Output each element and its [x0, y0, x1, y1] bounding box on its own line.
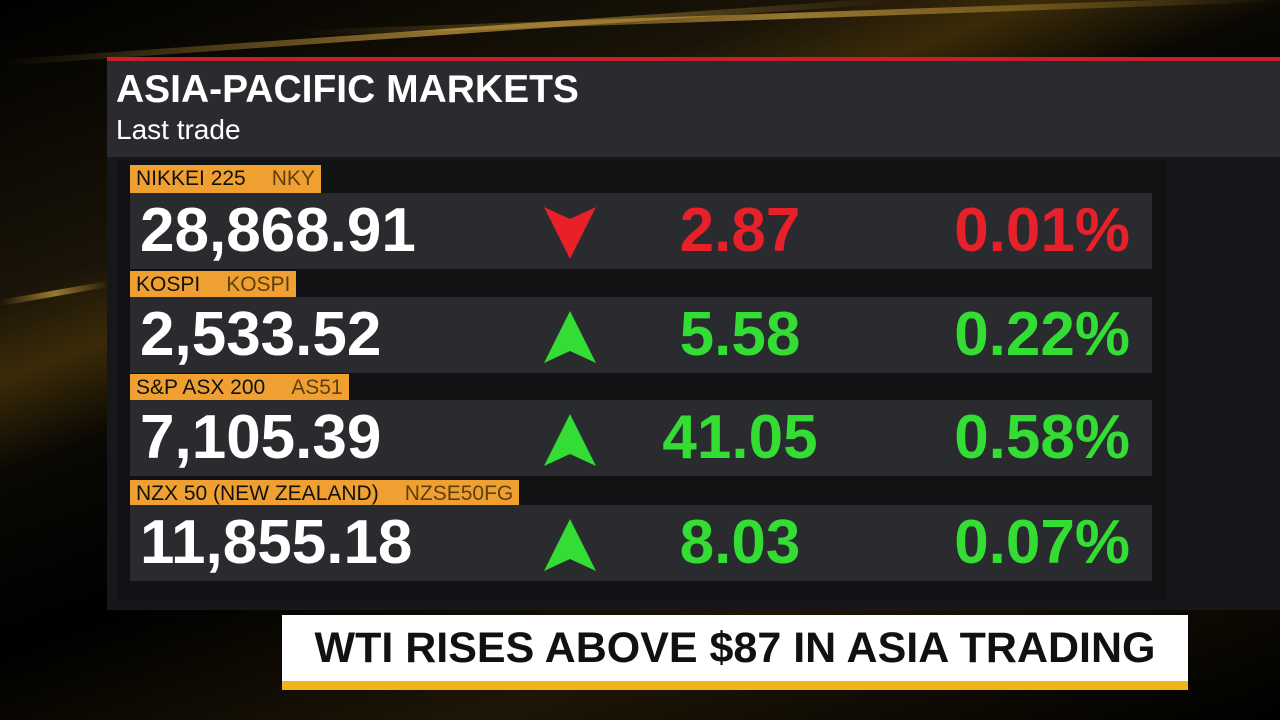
index-label: S&P ASX 200 AS51	[130, 374, 349, 402]
arrow-shape	[544, 311, 596, 363]
arrow-up	[544, 519, 596, 571]
value-row	[130, 505, 1152, 581]
subtitle: Last trade	[116, 114, 241, 145]
index-ticker: KOSPI	[226, 273, 291, 296]
arrow-shape	[544, 519, 596, 571]
net-change: 41.05	[662, 403, 818, 472]
index-label: NZX 50 (NEW ZEALAND) NZSE50FG	[130, 480, 520, 508]
percent-change: 0.07%	[954, 508, 1130, 577]
percent-change: 0.01%	[954, 196, 1130, 265]
net-change: 5.58	[679, 300, 801, 369]
index-label: KOSPI KOSPI	[130, 271, 297, 299]
arrow-up	[544, 414, 596, 466]
arrow-shape	[544, 207, 596, 259]
index-label: NIKKEI 225 NKY	[130, 165, 321, 193]
value-row	[130, 297, 1152, 373]
index-name: NIKKEI 225	[136, 167, 246, 190]
index-ticker: NKY	[271, 167, 315, 190]
value-row	[130, 193, 1152, 269]
index-ticker: AS51	[291, 376, 343, 399]
index-name: KOSPI	[136, 273, 201, 296]
last-price: 2,533.52	[140, 300, 382, 369]
last-price: 11,855.18	[140, 508, 413, 577]
net-change: 8.03	[679, 508, 801, 577]
percent-change: 0.22%	[954, 300, 1130, 369]
value-row	[130, 400, 1152, 476]
arrow-down	[544, 207, 596, 259]
last-price: 7,105.39	[140, 403, 382, 472]
arrow-shape	[544, 414, 596, 466]
index-name: S&P ASX 200	[136, 376, 266, 399]
net-change: 2.87	[679, 196, 801, 265]
bg-streak	[0, 280, 109, 306]
arrow-up	[544, 311, 596, 363]
title: ASIA-PACIFIC MARKETS	[116, 68, 579, 111]
last-price: 28,868.91	[140, 196, 416, 265]
percent-change: 0.58%	[954, 403, 1130, 472]
panel-header	[107, 61, 1280, 157]
headline: WTI RISES ABOVE $87 IN ASIA TRADING	[282, 615, 1188, 690]
index-ticker: NZSE50FG	[404, 482, 514, 505]
index-name: NZX 50 (NEW ZEALAND)	[136, 482, 379, 505]
